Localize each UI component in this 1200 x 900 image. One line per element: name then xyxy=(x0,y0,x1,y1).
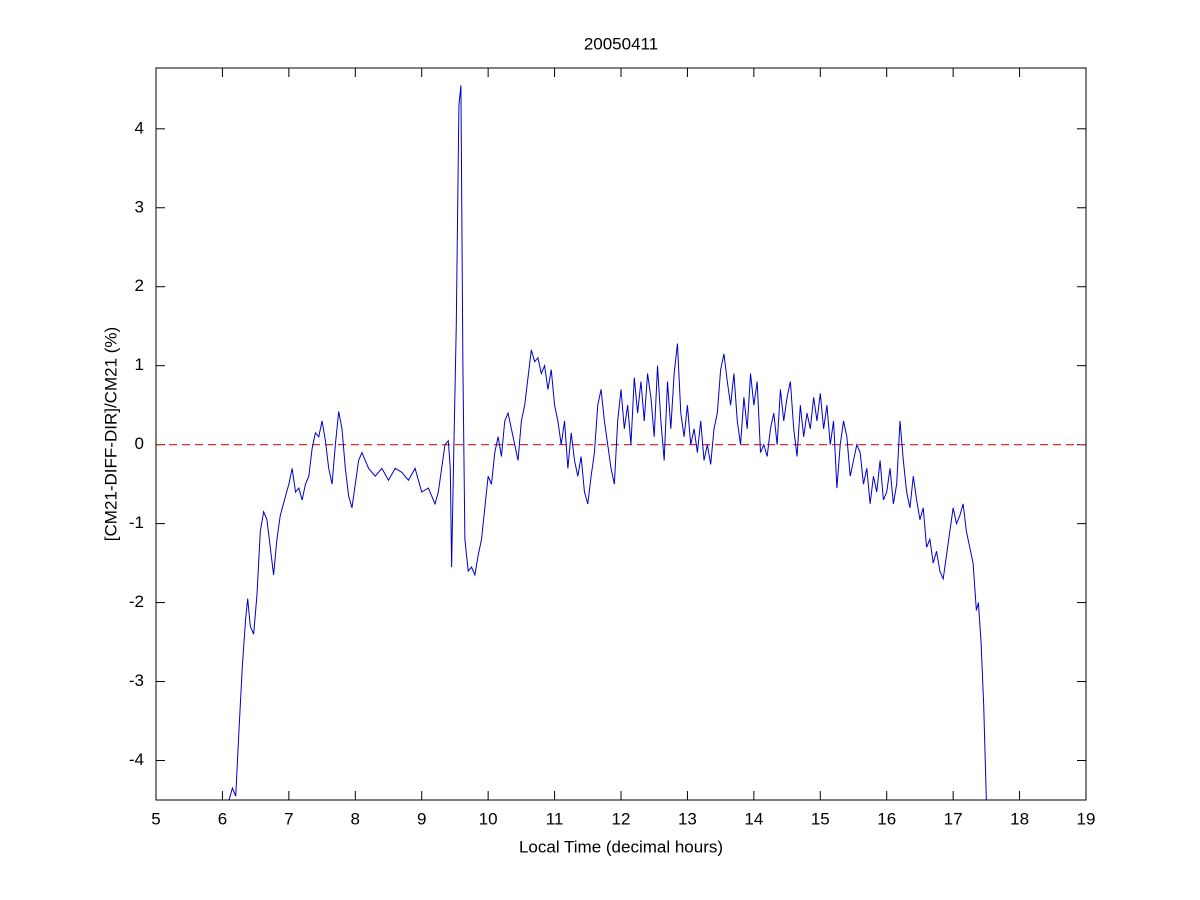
x-tick-label: 6 xyxy=(218,809,227,828)
x-tick-label: 18 xyxy=(1010,809,1029,828)
x-tick-label: 9 xyxy=(417,809,426,828)
y-axis-label: [CM21-DIFF-DIR]/CM21 (%) xyxy=(101,327,120,541)
x-tick-label: 14 xyxy=(744,809,763,828)
x-tick-label: 8 xyxy=(351,809,360,828)
y-tick-label: 0 xyxy=(135,434,144,453)
x-tick-label: 11 xyxy=(546,809,564,828)
x-tick-label: 16 xyxy=(877,809,896,828)
y-tick-label: -2 xyxy=(129,592,144,611)
x-tick-label: 15 xyxy=(811,809,830,828)
y-tick-label: -1 xyxy=(129,513,144,532)
axes-box xyxy=(155,67,1087,801)
y-tick-label: 4 xyxy=(135,118,144,137)
x-tick-label: 19 xyxy=(1077,809,1096,828)
chart-title: 20050411 xyxy=(584,34,658,53)
x-axis-label: Local Time (decimal hours) xyxy=(519,837,723,856)
y-tick-label: 2 xyxy=(135,276,144,295)
y-tick-label: -3 xyxy=(129,671,144,690)
plot-area xyxy=(156,68,1086,800)
y-tick-label: 3 xyxy=(135,197,144,216)
y-tick-label: -4 xyxy=(129,750,144,769)
x-tick-label: 5 xyxy=(151,809,160,828)
x-tick-label: 7 xyxy=(284,809,293,828)
data-line xyxy=(228,85,987,800)
x-tick-label: 17 xyxy=(944,809,963,828)
x-tick-label: 10 xyxy=(479,809,498,828)
x-tick-label: 12 xyxy=(612,809,631,828)
plot-layer xyxy=(156,85,1086,800)
x-tick-label: 13 xyxy=(678,809,697,828)
y-tick-label: 1 xyxy=(135,355,144,374)
